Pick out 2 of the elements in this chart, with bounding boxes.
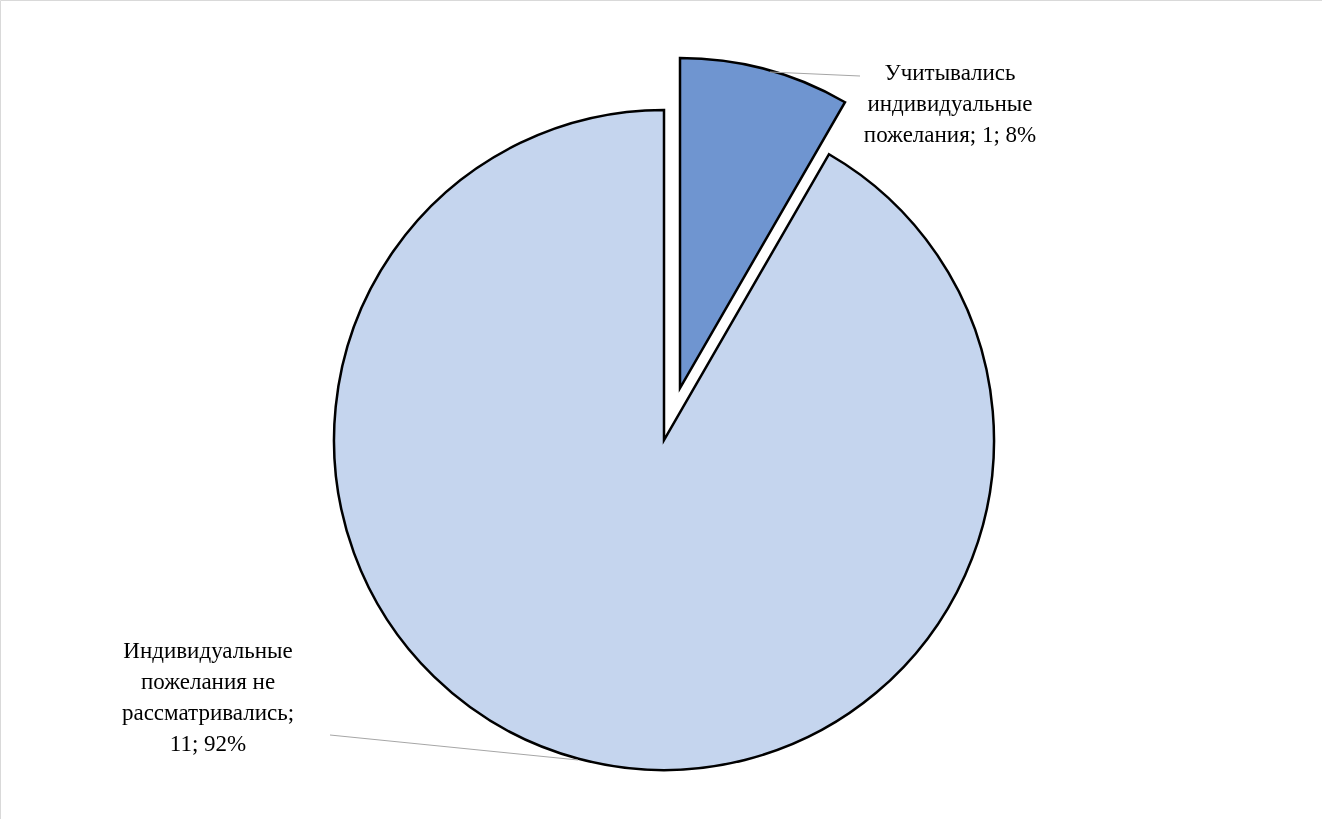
slice-label: Индивидуальные пожелания не рассматривались; 11; 92% xyxy=(121,638,295,756)
slice-label: Учитывались индивидуальные пожелания; 1; 8% xyxy=(863,60,1037,147)
